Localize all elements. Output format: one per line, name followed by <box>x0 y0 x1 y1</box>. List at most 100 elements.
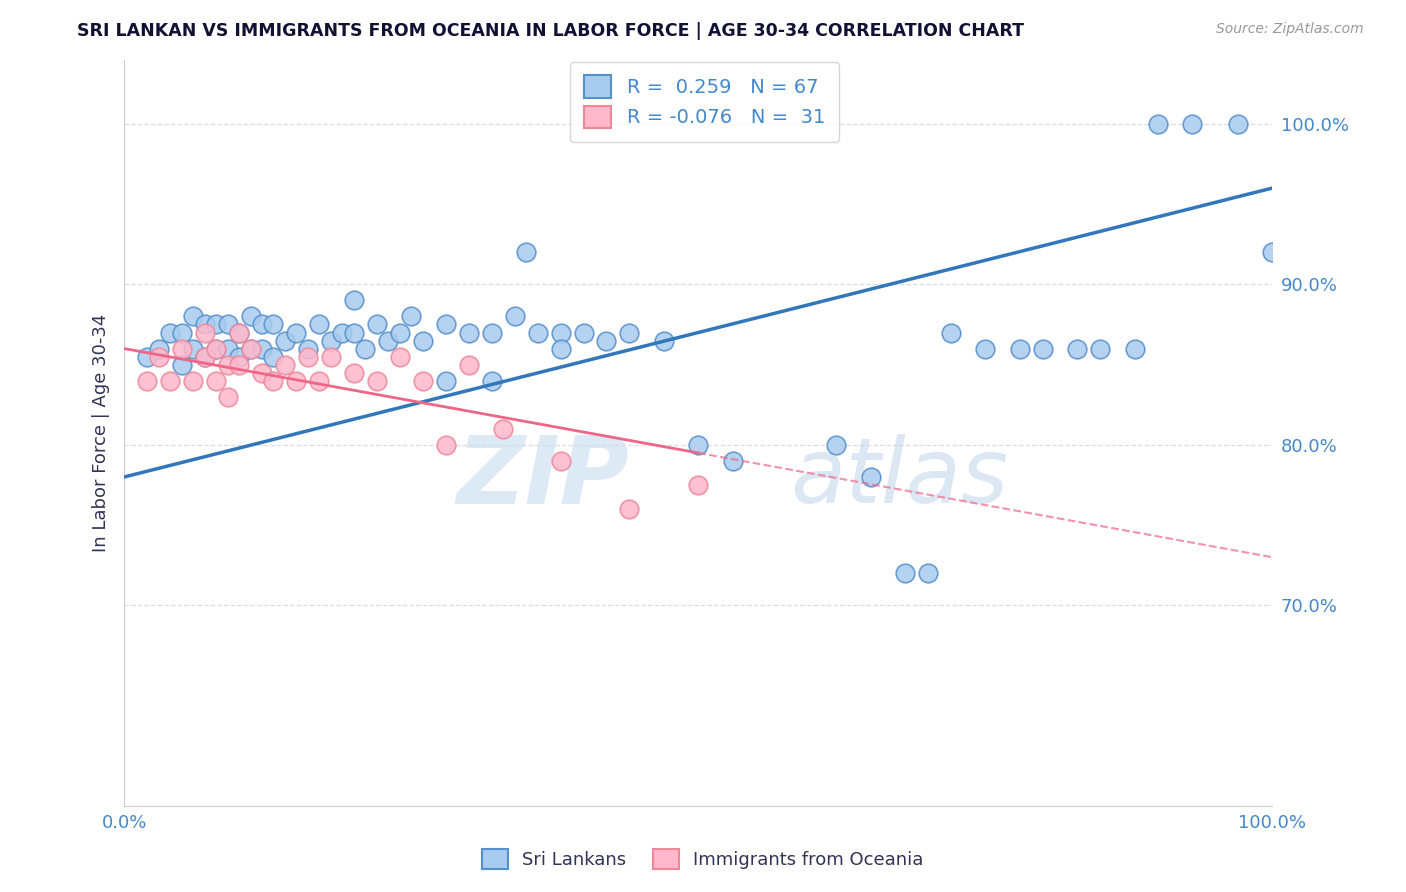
Point <box>457 326 479 340</box>
Point <box>228 326 250 340</box>
Point <box>194 350 217 364</box>
Point <box>1227 117 1250 131</box>
Point <box>285 374 308 388</box>
Point <box>148 350 170 364</box>
Point <box>939 326 962 340</box>
Point <box>572 326 595 340</box>
Point <box>274 334 297 348</box>
Point <box>688 438 710 452</box>
Point <box>492 422 515 436</box>
Point <box>377 334 399 348</box>
Point <box>434 318 457 332</box>
Point <box>263 374 285 388</box>
Point <box>343 326 366 340</box>
Point <box>388 326 411 340</box>
Text: SRI LANKAN VS IMMIGRANTS FROM OCEANIA IN LABOR FORCE | AGE 30-34 CORRELATION CHA: SRI LANKAN VS IMMIGRANTS FROM OCEANIA IN… <box>77 22 1025 40</box>
Point <box>250 342 273 356</box>
Point <box>250 366 273 380</box>
Text: Source: ZipAtlas.com: Source: ZipAtlas.com <box>1216 22 1364 37</box>
Point <box>515 245 537 260</box>
Text: ZIP: ZIP <box>457 432 630 524</box>
Text: atlas: atlas <box>790 434 1008 522</box>
Point <box>894 566 917 581</box>
Y-axis label: In Labor Force | Age 30-34: In Labor Force | Age 30-34 <box>93 314 110 552</box>
Point <box>619 502 641 516</box>
Point <box>250 318 273 332</box>
Point <box>412 374 434 388</box>
Point <box>1066 342 1088 356</box>
Point <box>308 374 330 388</box>
Point <box>194 326 217 340</box>
Point <box>159 326 181 340</box>
Point <box>366 374 388 388</box>
Point <box>297 342 319 356</box>
Point <box>159 374 181 388</box>
Point <box>526 326 548 340</box>
Point <box>550 454 572 468</box>
Point <box>1146 117 1168 131</box>
Point <box>503 310 526 324</box>
Point <box>297 350 319 364</box>
Point <box>274 358 297 372</box>
Point <box>481 326 503 340</box>
Point <box>181 342 204 356</box>
Point <box>1032 342 1054 356</box>
Point <box>308 318 330 332</box>
Point <box>366 318 388 332</box>
Point <box>194 350 217 364</box>
Point <box>319 334 342 348</box>
Point <box>239 310 262 324</box>
Point <box>239 342 262 356</box>
Point <box>412 334 434 348</box>
Point <box>388 350 411 364</box>
Point <box>205 318 228 332</box>
Point <box>319 350 342 364</box>
Point <box>721 454 744 468</box>
Point <box>434 374 457 388</box>
Point <box>136 350 159 364</box>
Point <box>550 326 572 340</box>
Point <box>148 342 170 356</box>
Point <box>1123 342 1146 356</box>
Point <box>205 374 228 388</box>
Point <box>332 326 354 340</box>
Point <box>457 358 479 372</box>
Point <box>217 390 239 404</box>
Point <box>228 326 250 340</box>
Point <box>217 358 239 372</box>
Point <box>263 318 285 332</box>
Point <box>652 334 675 348</box>
Point <box>859 470 882 484</box>
Point <box>401 310 423 324</box>
Point <box>205 342 228 356</box>
Point <box>181 310 204 324</box>
Point <box>170 342 193 356</box>
Point <box>285 326 308 340</box>
Point <box>194 318 217 332</box>
Point <box>825 438 848 452</box>
Point <box>619 326 641 340</box>
Point <box>343 293 366 308</box>
Point <box>181 374 204 388</box>
Point <box>1261 245 1284 260</box>
Point <box>170 358 193 372</box>
Point <box>354 342 377 356</box>
Point <box>917 566 939 581</box>
Point <box>434 438 457 452</box>
Point <box>136 374 159 388</box>
Point <box>974 342 997 356</box>
Point <box>228 358 250 372</box>
Point <box>217 318 239 332</box>
Point <box>217 342 239 356</box>
Point <box>1008 342 1031 356</box>
Point <box>595 334 617 348</box>
Point <box>263 350 285 364</box>
Point <box>170 326 193 340</box>
Legend: Sri Lankans, Immigrants from Oceania: Sri Lankans, Immigrants from Oceania <box>474 839 932 879</box>
Point <box>550 342 572 356</box>
Point <box>205 342 228 356</box>
Point <box>228 350 250 364</box>
Point <box>688 478 710 492</box>
Legend: R =  0.259   N = 67, R = -0.076   N =  31: R = 0.259 N = 67, R = -0.076 N = 31 <box>571 62 838 142</box>
Point <box>1181 117 1204 131</box>
